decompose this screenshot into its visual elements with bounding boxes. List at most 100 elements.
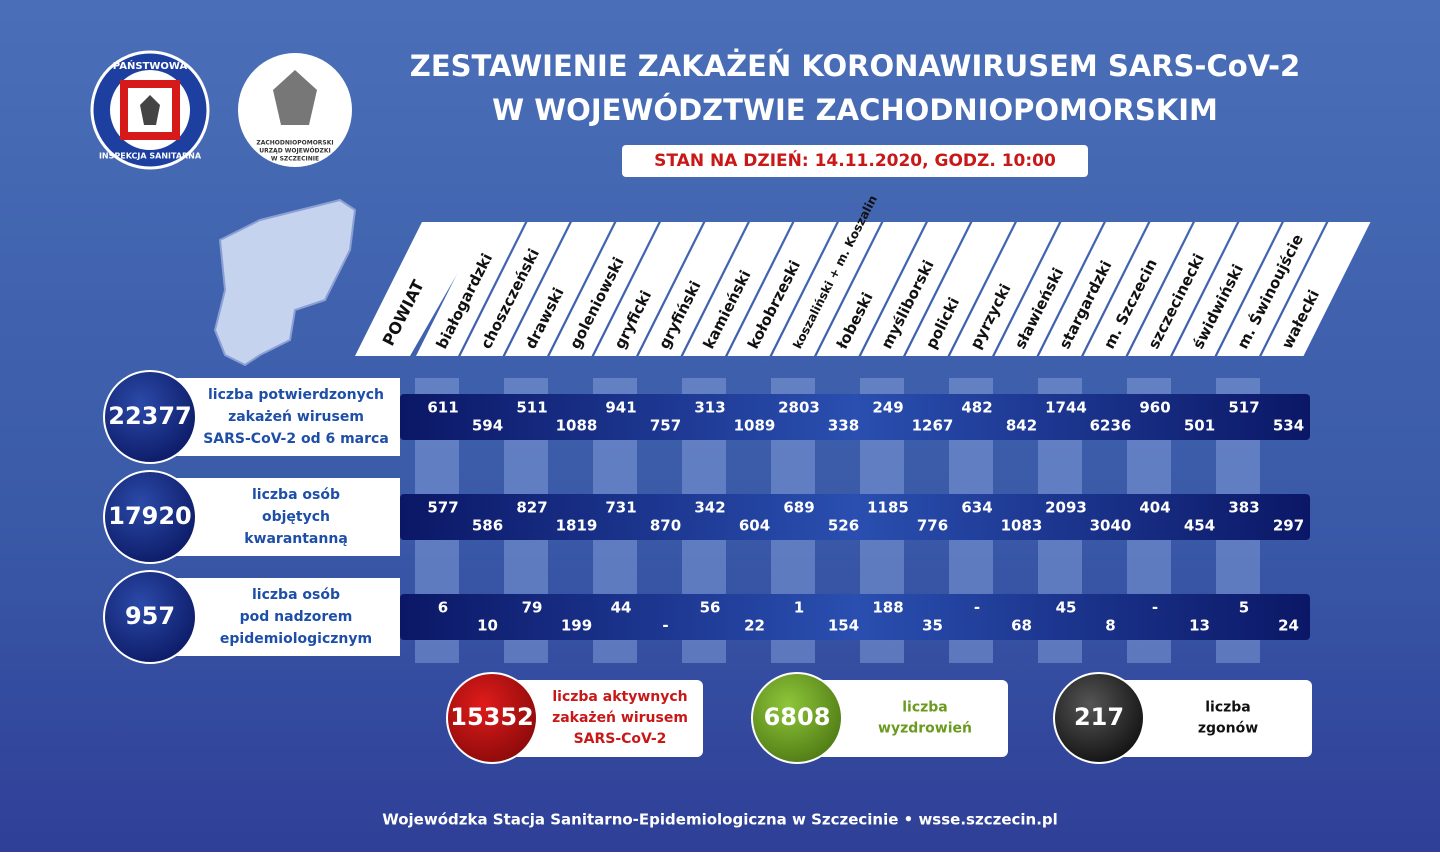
cell-value: 517 [1228,399,1259,417]
row-label: liczba osób [252,487,340,503]
cell-value: 586 [472,517,503,535]
row-label: liczba potwierdzonych [208,387,384,403]
cell-value: 870 [650,517,681,535]
cell-value: 482 [961,399,992,417]
cell-value: 297 [1273,517,1304,535]
header-cell [416,222,525,356]
cell-value: 1744 [1045,399,1087,417]
cell-value: 313 [694,399,725,417]
label-box [175,378,400,456]
cell-value: 6236 [1090,417,1132,435]
cell-value: 1088 [556,417,598,435]
summary-circle [446,672,538,764]
cell-value: 10 [477,617,498,635]
cell-value: 827 [516,499,547,517]
cell-value: 511 [516,399,547,417]
cell-value: 1819 [556,517,598,535]
total-circle [103,470,197,564]
cell-value: 731 [605,499,636,517]
region-map [213,198,357,367]
cell-value: - [662,617,668,635]
cell-value: 2803 [778,399,820,417]
row-label: objętych [262,509,330,525]
cell-value: 2093 [1045,499,1087,517]
cell-value: 689 [783,499,814,517]
date: STAN NA DZIEŃ: 14.11.2020, GODZ. 10:00 [654,149,1056,171]
header-cell [994,222,1104,356]
cell-value: 35 [922,617,943,635]
row-label: zakażeń wirusem [228,409,364,425]
label-box [175,578,400,656]
summary-label: zgonów [1198,721,1258,737]
header-cell [1172,222,1282,356]
logo-text: PAŃSTWOWA [113,59,188,72]
cell-value: 842 [1006,417,1037,435]
cell-value: 338 [828,417,859,435]
urzad-logo: ZACHODNIOPOMORSKI URZĄD WOJEWÓDZKI W SZC… [238,53,352,167]
cell-value: 776 [917,517,948,535]
header-cell [772,222,881,356]
summary-label: zakażeń wirusem [552,710,688,726]
cell-value: - [974,599,980,617]
total: 22377 [108,402,192,430]
cell-value: 13 [1189,617,1210,635]
summary-circle [1053,672,1145,764]
total: 17920 [108,502,192,530]
cell-value: 604 [739,517,770,535]
row-label: SARS-CoV-2 od 6 marca [203,431,389,447]
header-cell [861,222,970,356]
header-cell [594,222,703,356]
title: ZESTAWIENIE ZAKAŻEŃ KORONAWIRUSEM SARS-C… [410,49,1300,83]
cell-value: 634 [961,499,992,517]
cell-value: 45 [1056,599,1077,617]
cell-value: 454 [1184,517,1215,535]
footer: Wojewódzka Stacja Sanitarno-Epidemiologi… [382,811,1058,829]
label-box [175,478,400,556]
header-cell [683,222,792,356]
row-label: pod nadzorem [240,609,353,625]
header-cell [727,222,837,356]
cell-value: 24 [1278,617,1299,635]
header-cell [460,222,570,356]
cell-value: 44 [611,599,632,617]
cell-value: 404 [1139,499,1170,517]
logo-text: W SZCZECINIE [271,156,319,163]
logo-text: INSPEKCJA SANITARNA [99,152,202,161]
row-label: epidemiologicznym [220,631,372,647]
total-circle [103,570,197,664]
cell-value: 199 [561,617,592,635]
header-cell [638,222,748,356]
header-cell [505,222,614,356]
title: W WOJEWÓDZTWIE ZACHODNIOPOMORSKIM [492,93,1218,127]
header-cell [1128,222,1237,356]
row-label: kwarantanną [244,531,348,547]
header-cell [1083,222,1193,356]
cell-value: 154 [828,617,859,635]
value-bar [400,494,1310,540]
cell-value: 611 [427,399,458,417]
logo-text: ZACHODNIOPOMORSKI [256,140,333,147]
summary-circle [751,672,843,764]
cell-value: 1267 [912,417,954,435]
header-cell [1261,222,1371,356]
cell-value: 383 [1228,499,1259,517]
summary-value: 6808 [764,703,831,731]
cell-value: 79 [522,599,543,617]
cell-value: 577 [427,499,458,517]
cell-value: 1185 [867,499,909,517]
cell-value: 526 [828,517,859,535]
cell-value: 1 [794,599,804,617]
value-bar [400,394,1310,440]
header-cell [905,222,1015,356]
cell-value: 342 [694,499,725,517]
cell-value: 941 [605,399,636,417]
cell-value: 8 [1105,617,1115,635]
summary-value: 15352 [450,703,534,731]
total: 957 [125,602,175,630]
cell-value: 5 [1239,599,1249,617]
cell-value: 68 [1011,617,1032,635]
cell-value: 1089 [734,417,776,435]
summary-label: SARS-CoV-2 [574,731,667,747]
header-cell [355,222,487,356]
